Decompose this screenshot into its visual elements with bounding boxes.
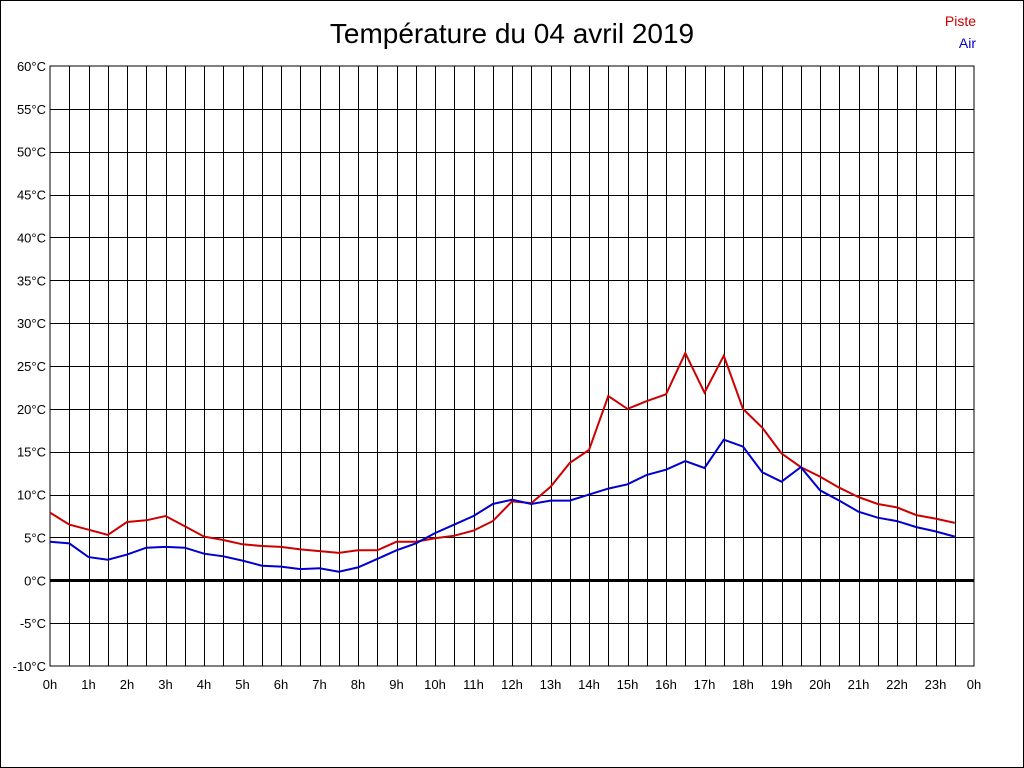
x-tick-label: 13h (540, 677, 562, 692)
series-line-piste (49, 350, 956, 554)
legend-entry-air: Air (958, 35, 976, 51)
y-tick-label: 20°C (17, 402, 46, 417)
x-tick-label: 20h (809, 677, 831, 692)
x-tick-label: 21h (848, 677, 870, 692)
x-tick-label: 16h (655, 677, 677, 692)
x-tick-label: 10h (424, 677, 446, 692)
legend-entry-piste: Piste (944, 13, 976, 29)
y-tick-label: 50°C (17, 145, 46, 160)
x-tick-label: 12h (501, 677, 523, 692)
x-tick-label: 17h (694, 677, 716, 692)
x-tick-label: 3h (158, 677, 172, 692)
x-tick-label: 19h (771, 677, 793, 692)
x-tick-label: 6h (274, 677, 288, 692)
y-tick-label: -10°C (13, 659, 46, 674)
x-tick-label: 1h (81, 677, 95, 692)
x-axis-ticks: 0h 1h 2h 3h 4h 5h 6h 7h 8h 9h 10h 11h 12h 13h 14h 15h 16… (43, 677, 981, 692)
x-tick-label: 23h (925, 677, 947, 692)
series-line-air (49, 438, 956, 573)
y-tick-label: 25°C (17, 359, 46, 374)
x-tick-label: 0h (967, 677, 981, 692)
y-tick-label: -5°C (20, 616, 46, 631)
x-tick-label: 18h (732, 677, 754, 692)
y-axis-ticks: 60°C 55°C 50°C 45°C 40°C 35°C 30°C 25°C 20°C 15°C… (13, 59, 46, 674)
x-tick-label: 2h (120, 677, 134, 692)
x-tick-label: 11h (463, 677, 484, 692)
x-tick-label: 14h (578, 677, 600, 692)
y-tick-label: 5°C (24, 530, 46, 545)
x-tick-label: 8h (351, 677, 365, 692)
y-tick-label: 30°C (17, 316, 46, 331)
x-tick-label: 15h (617, 677, 639, 692)
y-tick-label: 35°C (17, 273, 46, 288)
y-tick-label: 45°C (17, 188, 46, 203)
y-tick-label: 60°C (17, 59, 46, 74)
x-tick-label: 7h (312, 677, 326, 692)
grid (49, 65, 975, 667)
x-tick-label: 22h (886, 677, 908, 692)
series-lines (49, 350, 956, 573)
y-tick-label: 0°C (24, 573, 46, 588)
y-tick-label: 55°C (17, 102, 46, 117)
x-tick-label: 9h (389, 677, 403, 692)
x-tick-label: 0h (43, 677, 57, 692)
chart-title: Température du 04 avril 2019 (329, 18, 695, 49)
y-tick-label: 40°C (17, 230, 46, 245)
y-tick-label: 10°C (17, 488, 46, 503)
x-tick-label: 5h (235, 677, 249, 692)
x-tick-label: 4h (197, 677, 211, 692)
y-tick-label: 15°C (17, 445, 46, 460)
